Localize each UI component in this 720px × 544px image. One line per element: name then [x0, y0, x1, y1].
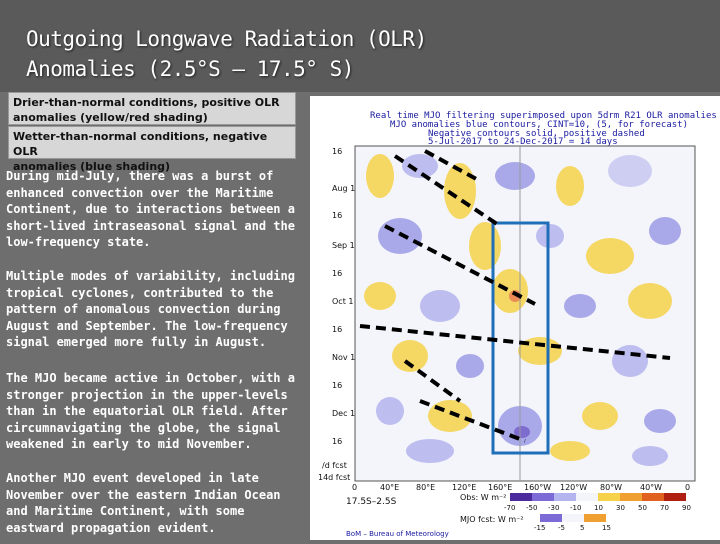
chart-credit: BoM – Bureau of Meteorology — [346, 530, 449, 538]
hovmoller-svg: Real time MJO filtering superimposed upo… — [318, 111, 717, 538]
mjo-scale-value: -15 — [534, 524, 545, 532]
y-tick-label: 16 — [332, 437, 342, 446]
x-tick-label: 160°E — [488, 483, 512, 492]
mjo-scale-values: -15 -5 5 15 — [534, 524, 611, 532]
obs-colorbar — [510, 493, 686, 501]
x-tick-label: 80°E — [416, 483, 435, 492]
y-tick-label: 16 — [332, 269, 342, 278]
obs-scale-value: 70 — [660, 504, 669, 512]
y-tick-label: 16 — [332, 147, 342, 156]
propagation-line-6 — [419, 399, 526, 443]
paragraph-july: During mid-July, there was a burst of en… — [6, 169, 295, 249]
chart-header-4: 5-Jul-2017 to 24-Dec-2017 = 14 days — [428, 137, 618, 147]
obs-scale-value: 10 — [594, 504, 603, 512]
x-tick-label: 0 — [685, 483, 690, 492]
obs-scale-value: 30 — [616, 504, 625, 512]
y-tick-label: Oct 1 — [332, 297, 353, 306]
obs-scale-value: 50 — [638, 504, 647, 512]
x-tick-label: 40°W — [640, 483, 662, 492]
title-line-1: Outgoing Longwave Radiation (OLR) — [26, 27, 427, 51]
propagation-line-5 — [403, 359, 462, 403]
legend-positive: Drier-than-normal conditions, positive O… — [8, 92, 296, 125]
title-bar: Outgoing Longwave Radiation (OLR) Anomal… — [0, 0, 720, 92]
propagation-line-2 — [393, 154, 502, 228]
y-tick-label: /d fcst — [322, 461, 347, 470]
propagation-line-4 — [359, 324, 671, 360]
hovmoller-chart: Real time MJO filtering superimposed upo… — [310, 96, 720, 540]
text-column: Drier-than-normal conditions, positive O… — [0, 92, 310, 540]
obs-scale-value: 90 — [682, 504, 691, 512]
page-title: Outgoing Longwave Radiation (OLR) Anomal… — [26, 24, 427, 84]
y-tick-label: Dec 1 — [332, 409, 355, 418]
chart-header-1: Real time MJO filtering superimposed upo… — [370, 111, 717, 121]
paragraph-november: Another MJO event developed in late Nove… — [6, 471, 281, 535]
legend-negative-line2: anomalies (blue shading) — [13, 160, 171, 173]
legend-positive-line1: Drier-than-normal conditions, positive O… — [13, 96, 280, 109]
legend-negative: Wetter-than-normal conditions, negative … — [8, 126, 296, 173]
y-tick-label: Sep 1 — [332, 241, 355, 250]
x-tick-label: 80°W — [600, 483, 622, 492]
mjo-scale-value: 5 — [580, 524, 584, 532]
propagation-line-3 — [384, 224, 536, 306]
chart-header-2: MJO anomalies blue contours, CINT=10, (5… — [390, 120, 688, 130]
y-axis-labels: 16 Aug 1 16 Sep 1 16 Oct 1 16 Nov 1 16 D… — [318, 147, 355, 482]
title-line-2: Anomalies (2.5°S – 17.5° S) — [26, 57, 354, 81]
y-tick-label: 16 — [332, 381, 342, 390]
x-tick-label: 120°W — [560, 483, 587, 492]
mjo-scale-value: -5 — [558, 524, 565, 532]
latitude-band-label: 17.5S–2.5S — [346, 497, 397, 507]
obs-scale-values: -70 -50 -30 -10 10 30 50 70 90 — [504, 504, 691, 512]
x-tick-label: 40°E — [380, 483, 399, 492]
obs-scale-value: -10 — [570, 504, 581, 512]
obs-scale-label: Obs: W m⁻² — [460, 493, 506, 502]
mjo-colorbar — [540, 514, 606, 522]
paragraph-aug-sep: Multiple modes of variability, including… — [6, 269, 295, 349]
legend-negative-line1: Wetter-than-normal conditions, negative … — [13, 130, 268, 158]
x-tick-label: 120°E — [452, 483, 476, 492]
y-tick-label: Aug 1 — [332, 184, 355, 193]
obs-scale-value: -30 — [548, 504, 559, 512]
x-axis-labels: 0 40°E 80°E 120°E 160°E 160°W 120°W 80°W… — [352, 483, 690, 492]
y-tick-label: 16 — [332, 325, 342, 334]
obs-scale-value: -70 — [504, 504, 515, 512]
propagation-lines — [359, 149, 671, 443]
paragraph-october: The MJO became active in October, with a… — [6, 371, 295, 451]
obs-scale-value: -50 — [526, 504, 537, 512]
propagation-line-1 — [424, 149, 481, 183]
legend-positive-line2: anomalies (yellow/red shading) — [13, 111, 208, 124]
mjo-scale-label: MJO fcst: W m⁻² — [460, 515, 524, 524]
chart-header-3: Negative contours solid, positive dashed — [428, 129, 645, 139]
y-tick-label: 16 — [332, 211, 342, 220]
y-tick-label: 14d fcst — [318, 473, 350, 482]
x-tick-label: 160°W — [524, 483, 551, 492]
mjo-scale-value: 15 — [602, 524, 611, 532]
x-tick-label: 0 — [352, 483, 357, 492]
y-tick-label: Nov 1 — [332, 353, 355, 362]
